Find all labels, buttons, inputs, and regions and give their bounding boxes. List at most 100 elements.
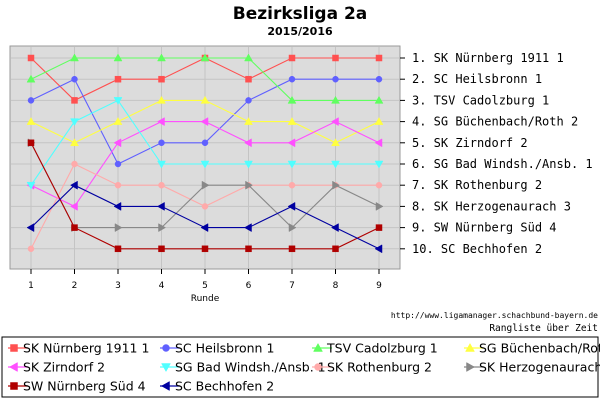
data-point — [113, 201, 122, 211]
legend-label: SK Herzogenaurach 3 — [479, 360, 600, 375]
data-point — [332, 54, 339, 62]
chart-title: Bezirksliga 2a — [233, 4, 368, 24]
data-point — [332, 180, 341, 190]
legend-item: TSV Cadolzburg 1 — [312, 341, 438, 356]
data-point — [330, 117, 339, 127]
data-point — [26, 181, 36, 190]
data-point — [26, 223, 35, 233]
data-point — [69, 201, 78, 211]
legend-label: SC Heilsbronn 1 — [175, 341, 274, 356]
data-point — [331, 138, 340, 147]
data-point — [156, 201, 165, 211]
data-point — [113, 117, 123, 125]
data-point — [374, 95, 384, 104]
data-point — [245, 245, 252, 253]
data-point — [200, 95, 210, 104]
data-point — [287, 117, 297, 125]
data-point — [243, 138, 252, 148]
data-point — [375, 54, 383, 62]
legend-label: SK Rothenburg 2 — [327, 360, 432, 375]
data-point — [288, 75, 296, 83]
data-point — [201, 139, 209, 147]
x-tick-label: 8 — [333, 281, 339, 291]
data-point — [330, 223, 339, 233]
data-point — [331, 160, 340, 169]
data-point — [157, 95, 166, 104]
rank-label: 1. SK Nürnberg 1911 1 — [412, 51, 564, 65]
data-point — [114, 181, 122, 189]
x-tick-label: 7 — [289, 281, 295, 291]
legend-marker — [8, 362, 18, 372]
data-point — [157, 160, 166, 169]
data-point — [287, 95, 297, 104]
legend-item: SC Bechhofen 2 — [160, 379, 274, 394]
data-point — [374, 138, 383, 148]
legend-item: SK Zirndorf 2 — [8, 360, 105, 375]
footer-caption: Rangliste über Zeit — [489, 323, 598, 334]
data-point — [113, 97, 123, 105]
legend-marker — [162, 344, 170, 352]
data-point — [114, 223, 123, 233]
data-point — [71, 75, 78, 83]
legend-item: SG Büchenbach/Roth 2 — [464, 341, 600, 356]
data-point — [70, 138, 79, 147]
legend-marker — [465, 342, 475, 352]
series-5 — [26, 117, 383, 211]
data-point — [200, 53, 210, 62]
data-point — [243, 223, 252, 233]
legend: SK Nürnberg 1911 1 SC Heilsbronn 1 TSV Cad… — [8, 341, 600, 394]
rank-label: 7. SK Rothenburg 2 — [412, 178, 542, 192]
legend-label: SG Büchenbach/Roth 2 — [479, 341, 600, 356]
legend-item: SG Bad Windsh./Ansb. 1 — [160, 360, 326, 375]
legend-item: SK Herzogenaurach 3 — [464, 360, 600, 375]
rank-label: 8. SK Herzogenaurach 3 — [412, 199, 571, 213]
legend-item: SK Rothenburg 2 — [312, 360, 432, 375]
data-point — [114, 245, 122, 253]
data-point — [288, 54, 296, 62]
data-point — [201, 180, 210, 190]
data-point — [200, 160, 210, 169]
data-point — [244, 160, 253, 169]
legend-marker — [10, 382, 18, 390]
data-point — [201, 245, 209, 253]
data-point — [71, 97, 78, 104]
legend-label: SC Bechhofen 2 — [175, 379, 274, 394]
x-tick-label: 4 — [159, 281, 165, 291]
data-point — [287, 138, 296, 148]
data-point — [27, 245, 35, 253]
data-point — [287, 160, 297, 169]
legend-box — [1, 336, 599, 398]
x-tick-label: 2 — [72, 281, 78, 291]
data-point — [114, 75, 122, 83]
data-point — [71, 160, 78, 168]
data-point — [27, 97, 35, 104]
data-point — [113, 138, 122, 148]
legend-marker — [313, 342, 323, 352]
legend-label: SK Nürnberg 1911 1 — [23, 341, 149, 356]
rank-label: 9. SW Nürnberg Süd 4 — [412, 221, 557, 235]
rank-label: 6. SG Bad Windsh./Ansb. 1 — [412, 157, 593, 171]
rank-label: 2. SC Heilsbronn 1 — [412, 72, 542, 86]
data-point — [156, 117, 165, 127]
rank-label: 10. SC Bechhofen 2 — [412, 242, 542, 256]
data-point — [374, 117, 384, 125]
data-point — [158, 245, 165, 253]
legend-marker — [160, 381, 170, 391]
data-point — [27, 54, 35, 62]
data-point — [375, 75, 383, 83]
data-point — [288, 181, 296, 189]
data-point — [287, 201, 296, 211]
series-9 — [27, 139, 383, 253]
legend-marker — [466, 362, 476, 372]
data-point — [288, 223, 297, 233]
x-tick-label: 3 — [115, 281, 121, 291]
data-point — [158, 75, 165, 83]
footer-url: http://www.ligamanager.schachbund-bayern… — [391, 311, 598, 320]
data-point — [70, 118, 79, 127]
data-point — [200, 223, 209, 233]
data-point — [201, 203, 209, 210]
series-2 — [27, 75, 383, 168]
rank-label: 3. TSV Cadolzburg 1 — [412, 93, 549, 107]
data-point — [244, 117, 253, 125]
